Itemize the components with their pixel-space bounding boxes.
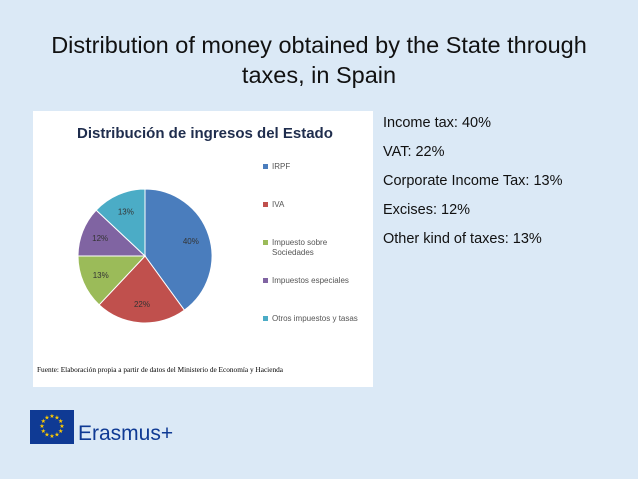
legend-label: IVA [272, 200, 285, 209]
chart-source: Fuente: Elaboración propia a partir de d… [37, 365, 284, 374]
legend-swatch [263, 316, 268, 321]
bullet-item: Income tax: 40% [383, 115, 491, 131]
pie-chart: Distribución de ingresos del Estado 40% 2… [37, 125, 358, 374]
legend-swatch [263, 164, 268, 169]
svg-text:★: ★ [54, 432, 59, 439]
slide-title: Distribution of money obtained by the St… [51, 32, 587, 88]
pie-slice [98, 255, 186, 324]
svg-text:★: ★ [39, 423, 44, 430]
svg-text:★: ★ [59, 423, 64, 430]
legend-label: Impuestos especiales [272, 276, 349, 285]
slice-value-label: 13% [118, 208, 134, 217]
eu-flag-icon: ★ ★ ★ ★ ★ ★ ★ ★ ★ ★ ★ ★ [30, 410, 74, 444]
svg-text:★: ★ [41, 418, 46, 425]
svg-text:★: ★ [58, 418, 63, 425]
legend-swatch [263, 278, 268, 283]
slice-value-label: 22% [134, 300, 150, 309]
legend-label: Impuesto sobre [272, 238, 328, 247]
svg-text:★: ★ [49, 413, 54, 420]
bullet-item: Other kind of taxes: 13% [383, 231, 542, 247]
bullet-list: Income tax: 40% VAT: 22% Corporate Incom… [383, 112, 633, 257]
slice-value-label: 13% [93, 271, 109, 280]
svg-text:★: ★ [49, 433, 54, 440]
legend-label: Sociedades [272, 248, 314, 257]
legend-swatch [263, 240, 268, 245]
pie-slice [77, 255, 147, 306]
bullet-item: Excises: 12% [383, 202, 471, 218]
slice-value-label: 12% [92, 234, 108, 243]
svg-text:★: ★ [41, 428, 46, 435]
legend-swatch [263, 202, 268, 207]
svg-text:★: ★ [58, 428, 63, 435]
slice-value-label: 40% [183, 237, 199, 246]
svg-text:★: ★ [44, 432, 49, 439]
bullet-item: Corporate Income Tax: 13% [383, 173, 563, 189]
erasmus-wordmark: Erasmus+ [78, 422, 174, 445]
chart-title: Distribución de ingresos del Estado [77, 125, 333, 142]
pie-slice [144, 188, 213, 311]
svg-text:★: ★ [54, 414, 59, 421]
svg-text:★: ★ [44, 414, 49, 421]
bullet-item: VAT: 22% [383, 144, 445, 160]
legend-label: Otros impuestos y tasas [272, 314, 358, 323]
pie-chart-figure: Distribución de ingresos del Estado 40% 2… [33, 111, 373, 387]
legend-label: IRPF [272, 162, 290, 171]
pie-slice [95, 188, 146, 258]
